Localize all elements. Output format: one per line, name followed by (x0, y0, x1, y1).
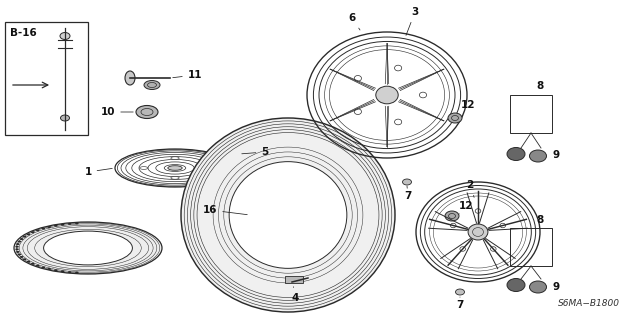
Ellipse shape (468, 224, 488, 240)
Ellipse shape (54, 269, 58, 271)
Ellipse shape (394, 119, 402, 125)
Ellipse shape (61, 224, 64, 226)
Ellipse shape (31, 263, 35, 265)
Ellipse shape (61, 115, 70, 121)
Ellipse shape (60, 33, 70, 40)
Ellipse shape (218, 151, 239, 163)
Ellipse shape (54, 225, 58, 227)
Text: 3: 3 (406, 7, 419, 35)
Ellipse shape (403, 179, 412, 185)
Ellipse shape (419, 92, 427, 98)
Ellipse shape (23, 236, 26, 238)
Ellipse shape (36, 265, 40, 267)
Text: 8: 8 (536, 215, 543, 225)
Ellipse shape (445, 211, 459, 221)
FancyBboxPatch shape (285, 276, 303, 283)
Text: 6: 6 (348, 13, 360, 30)
Ellipse shape (171, 157, 179, 160)
Ellipse shape (15, 248, 19, 250)
Ellipse shape (42, 266, 45, 268)
Ellipse shape (490, 247, 496, 251)
Ellipse shape (68, 223, 72, 225)
Ellipse shape (472, 227, 483, 236)
Ellipse shape (44, 231, 132, 265)
Text: 9: 9 (552, 150, 559, 160)
Ellipse shape (171, 176, 179, 179)
Text: 12: 12 (461, 100, 476, 116)
Ellipse shape (14, 222, 162, 274)
Text: 12: 12 (459, 201, 473, 214)
Ellipse shape (476, 209, 481, 213)
Ellipse shape (507, 278, 525, 292)
Ellipse shape (20, 256, 24, 258)
Ellipse shape (144, 80, 160, 90)
Ellipse shape (229, 162, 347, 268)
Ellipse shape (16, 243, 20, 245)
Ellipse shape (500, 223, 506, 228)
Ellipse shape (15, 246, 19, 248)
Ellipse shape (451, 223, 456, 228)
Ellipse shape (529, 150, 547, 162)
Ellipse shape (27, 234, 30, 235)
Ellipse shape (448, 113, 462, 123)
Ellipse shape (460, 247, 465, 251)
Ellipse shape (18, 241, 21, 242)
Ellipse shape (136, 106, 158, 118)
Ellipse shape (42, 227, 45, 230)
Text: 8: 8 (536, 81, 543, 91)
Ellipse shape (355, 76, 362, 81)
Text: 9: 9 (552, 282, 559, 292)
Ellipse shape (16, 251, 20, 253)
Text: 7: 7 (456, 297, 464, 310)
Ellipse shape (47, 268, 51, 270)
Ellipse shape (456, 289, 465, 295)
Text: 4: 4 (291, 287, 299, 303)
Text: 7: 7 (404, 186, 412, 201)
Text: 11: 11 (173, 70, 202, 80)
Text: 5: 5 (242, 147, 269, 157)
Ellipse shape (23, 258, 26, 260)
Ellipse shape (75, 272, 79, 274)
Ellipse shape (36, 229, 40, 231)
Ellipse shape (355, 109, 362, 115)
Ellipse shape (376, 86, 398, 104)
Bar (510, 228, 552, 266)
Text: 2: 2 (467, 180, 474, 197)
Ellipse shape (27, 261, 30, 263)
Text: 16: 16 (203, 205, 247, 215)
Text: 10: 10 (100, 107, 133, 117)
Bar (5, 22, 88, 135)
Ellipse shape (202, 167, 211, 169)
Ellipse shape (507, 147, 525, 160)
Text: 1: 1 (84, 167, 112, 177)
Ellipse shape (61, 270, 64, 272)
Ellipse shape (47, 226, 51, 228)
Bar (510, 95, 552, 133)
Ellipse shape (20, 238, 24, 240)
Ellipse shape (140, 167, 148, 169)
Ellipse shape (18, 254, 21, 256)
Ellipse shape (68, 271, 72, 273)
Text: B-16: B-16 (10, 28, 36, 38)
Ellipse shape (125, 71, 135, 85)
Ellipse shape (31, 231, 35, 233)
Ellipse shape (181, 118, 395, 312)
Ellipse shape (529, 281, 547, 293)
Text: S6MA−B1800: S6MA−B1800 (558, 299, 620, 308)
Ellipse shape (394, 65, 402, 71)
Ellipse shape (75, 222, 79, 224)
Ellipse shape (168, 166, 182, 170)
